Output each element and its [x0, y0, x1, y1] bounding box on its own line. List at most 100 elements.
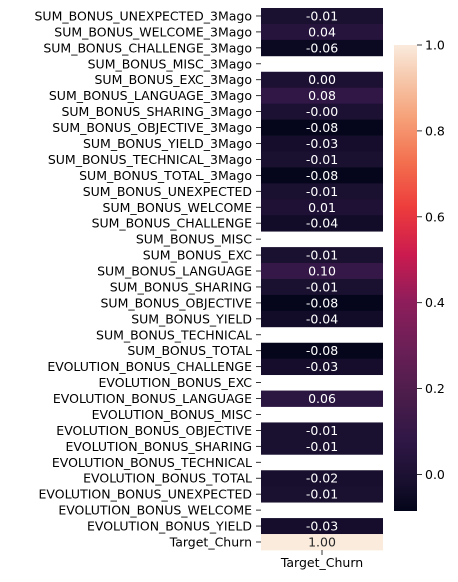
heatmap-cell — [261, 135, 383, 152]
cell-value-label: -0.08 — [306, 343, 338, 358]
cell-value-label: 0.06 — [308, 391, 336, 406]
cell-value-label: -0.03 — [306, 136, 338, 151]
heatmap-cell — [261, 263, 383, 280]
cell-value-label: -0.01 — [306, 439, 338, 454]
heatmap-cell — [261, 103, 383, 120]
cell-value-label: -0.08 — [306, 295, 338, 310]
row-label: SUM_BONUS_WELCOME_3Mago — [54, 24, 252, 39]
cell-value-label: -0.01 — [306, 8, 338, 23]
cell-value-label: -0.04 — [306, 216, 338, 231]
heatmap-cell — [261, 8, 383, 25]
row-label: SUM_BONUS_WELCOME — [103, 200, 253, 215]
cell-value-label: 0.04 — [308, 24, 336, 39]
heatmap-cell — [261, 39, 383, 57]
heatmap-cell — [261, 119, 383, 136]
cell-value-label: -0.01 — [306, 279, 338, 294]
cell-value-label: -0.03 — [306, 359, 338, 374]
row-label: EVOLUTION_BONUS_OBJECTIVE — [56, 423, 252, 438]
cell-value-label: -0.01 — [306, 184, 338, 199]
row-label: SUM_BONUS_LANGUAGE_3Mago — [49, 88, 252, 103]
heatmap-cell — [261, 151, 383, 168]
heatmap-cell — [261, 215, 383, 232]
row-label: SUM_BONUS_OBJECTIVE_3Mago — [52, 120, 252, 135]
cell-value-label: -0.06 — [306, 40, 338, 55]
cell-value-label: 0.10 — [308, 264, 336, 279]
row-label: SUM_BONUS_CHALLENGE_3Mago — [43, 40, 252, 55]
heatmap-cell — [261, 486, 383, 503]
heatmap-cell — [261, 71, 383, 89]
row-label: SUM_BONUS_YIELD — [131, 311, 252, 326]
cell-value-label: -0.03 — [306, 519, 338, 534]
cell-value-label: 0.01 — [308, 200, 336, 215]
row-label: SUM_BONUS_EXC_3Mago — [94, 72, 252, 87]
row-label: EVOLUTION_BONUS_MISC — [92, 407, 253, 422]
heatmap-cell — [261, 342, 383, 360]
colorbar-tick-label: 0.6 — [425, 209, 445, 224]
row-label: EVOLUTION_BONUS_EXC — [99, 375, 253, 390]
heatmap-cell — [261, 23, 383, 41]
row-label: SUM_BONUS_UNEXPECTED_3Mago — [34, 8, 252, 23]
heatmap-cell — [261, 534, 383, 551]
heatmap-cell — [261, 358, 383, 376]
colorbar-gradient — [394, 45, 417, 511]
row-label: SUM_BONUS_TECHNICAL_3Mago — [48, 152, 252, 167]
colorbar-tick-label: 1.0 — [425, 38, 445, 53]
heatmap-cell — [261, 422, 383, 439]
row-label: SUM_BONUS_LANGUAGE — [97, 264, 252, 279]
heatmap-cell — [261, 470, 383, 487]
row-label: SUM_BONUS_TOTAL_3Mago — [79, 168, 252, 183]
row-label: SUM_BONUS_YIELD_3Mago — [83, 136, 252, 151]
row-label: EVOLUTION_BONUS_TECHNICAL — [52, 455, 252, 470]
cell-value-label: -0.08 — [306, 168, 338, 183]
heatmap-cell — [261, 87, 383, 105]
colorbar-tick-label: 0.8 — [425, 123, 445, 138]
row-label: EVOLUTION_BONUS_SHARING — [66, 439, 253, 454]
cell-value-label: -0.08 — [306, 120, 338, 135]
cell-value-label: -0.04 — [306, 311, 338, 326]
heatmap-cells: -0.010.04-0.060.000.08-0.00-0.08-0.03-0.… — [261, 8, 383, 551]
row-label: SUM_BONUS_UNEXPECTED — [83, 184, 252, 199]
cell-value-label: -0.01 — [306, 248, 338, 263]
colorbar-tick-label: 0.2 — [425, 381, 445, 396]
cell-value-label: -0.01 — [306, 152, 338, 167]
cell-value-label: 1.00 — [308, 534, 336, 549]
heatmap-cell — [261, 438, 383, 455]
heatmap-cell — [261, 518, 383, 535]
heatmap-cell — [261, 294, 383, 312]
row-label: SUM_BONUS_MISC_3Mago — [88, 56, 252, 71]
cell-value-label: -0.01 — [306, 487, 338, 502]
heatmap-cell — [261, 247, 383, 264]
row-label: SUM_BONUS_EXC — [143, 248, 253, 263]
row-labels: SUM_BONUS_UNEXPECTED_3MagoSUM_BONUS_WELC… — [34, 8, 261, 549]
colorbar: 0.0 0.2 0.4 0.6 0.8 1.0 — [394, 38, 445, 511]
row-label: SUM_BONUS_SHARING — [110, 279, 252, 294]
x-tick-label: Target_Churn — [280, 555, 363, 570]
row-label: SUM_BONUS_TOTAL — [127, 343, 252, 358]
row-label: EVOLUTION_BONUS_TOTAL — [83, 471, 252, 486]
heatmap-cell — [261, 390, 383, 407]
row-label: EVOLUTION_BONUS_UNEXPECTED — [39, 487, 252, 502]
cell-value-label: 0.08 — [308, 88, 336, 103]
row-label: EVOLUTION_BONUS_WELCOME — [58, 503, 252, 518]
cell-value-label: -0.01 — [306, 423, 338, 438]
row-label: EVOLUTION_BONUS_LANGUAGE — [53, 391, 252, 406]
x-axis: Target_Churn — [280, 549, 363, 570]
colorbar-tick-label: 0.0 — [425, 467, 445, 482]
row-label: SUM_BONUS_CHALLENGE — [92, 216, 253, 231]
heatmap-cell — [261, 310, 383, 328]
row-label: EVOLUTION_BONUS_CHALLENGE — [47, 359, 252, 374]
cell-value-label: 0.00 — [308, 72, 336, 87]
row-label: SUM_BONUS_SHARING_3Mago — [61, 104, 252, 119]
heatmap-cell — [261, 199, 383, 216]
row-label: SUM_BONUS_OBJECTIVE — [101, 295, 253, 310]
cell-value-label: -0.02 — [306, 471, 338, 486]
row-label: SUM_BONUS_TECHNICAL — [96, 327, 252, 342]
heatmap-cell — [261, 278, 383, 296]
row-label: Target_Churn — [169, 534, 252, 549]
row-label: SUM_BONUS_MISC — [136, 232, 252, 247]
cell-value-label: -0.00 — [306, 104, 338, 119]
colorbar-tick-label: 0.4 — [425, 295, 445, 310]
heatmap-cell — [261, 183, 383, 200]
heatmap-cell — [261, 167, 383, 184]
